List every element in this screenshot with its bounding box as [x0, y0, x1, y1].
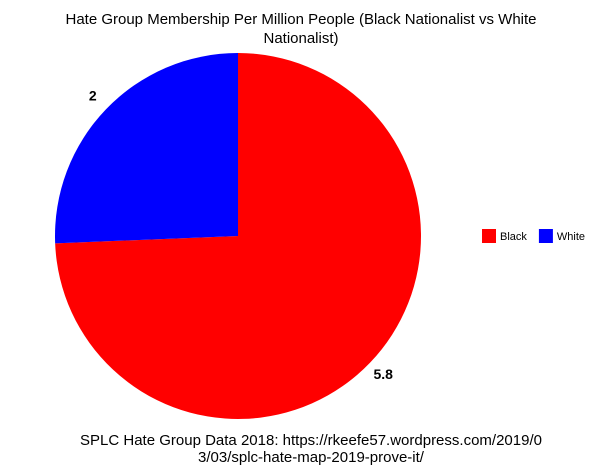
chart-caption: SPLC Hate Group Data 2018: https://rkeef…	[80, 432, 542, 466]
pie-slice	[55, 53, 422, 420]
data-label: 5.8	[373, 366, 393, 382]
legend-swatch	[482, 229, 496, 243]
pie-slice	[55, 53, 238, 244]
legend-label: Black	[500, 231, 527, 243]
chart-title: Hate Group Membership Per Million People…	[65, 11, 537, 47]
data-label: 2	[89, 87, 97, 103]
legend-swatch	[538, 229, 553, 243]
legend-label: White	[557, 231, 585, 243]
